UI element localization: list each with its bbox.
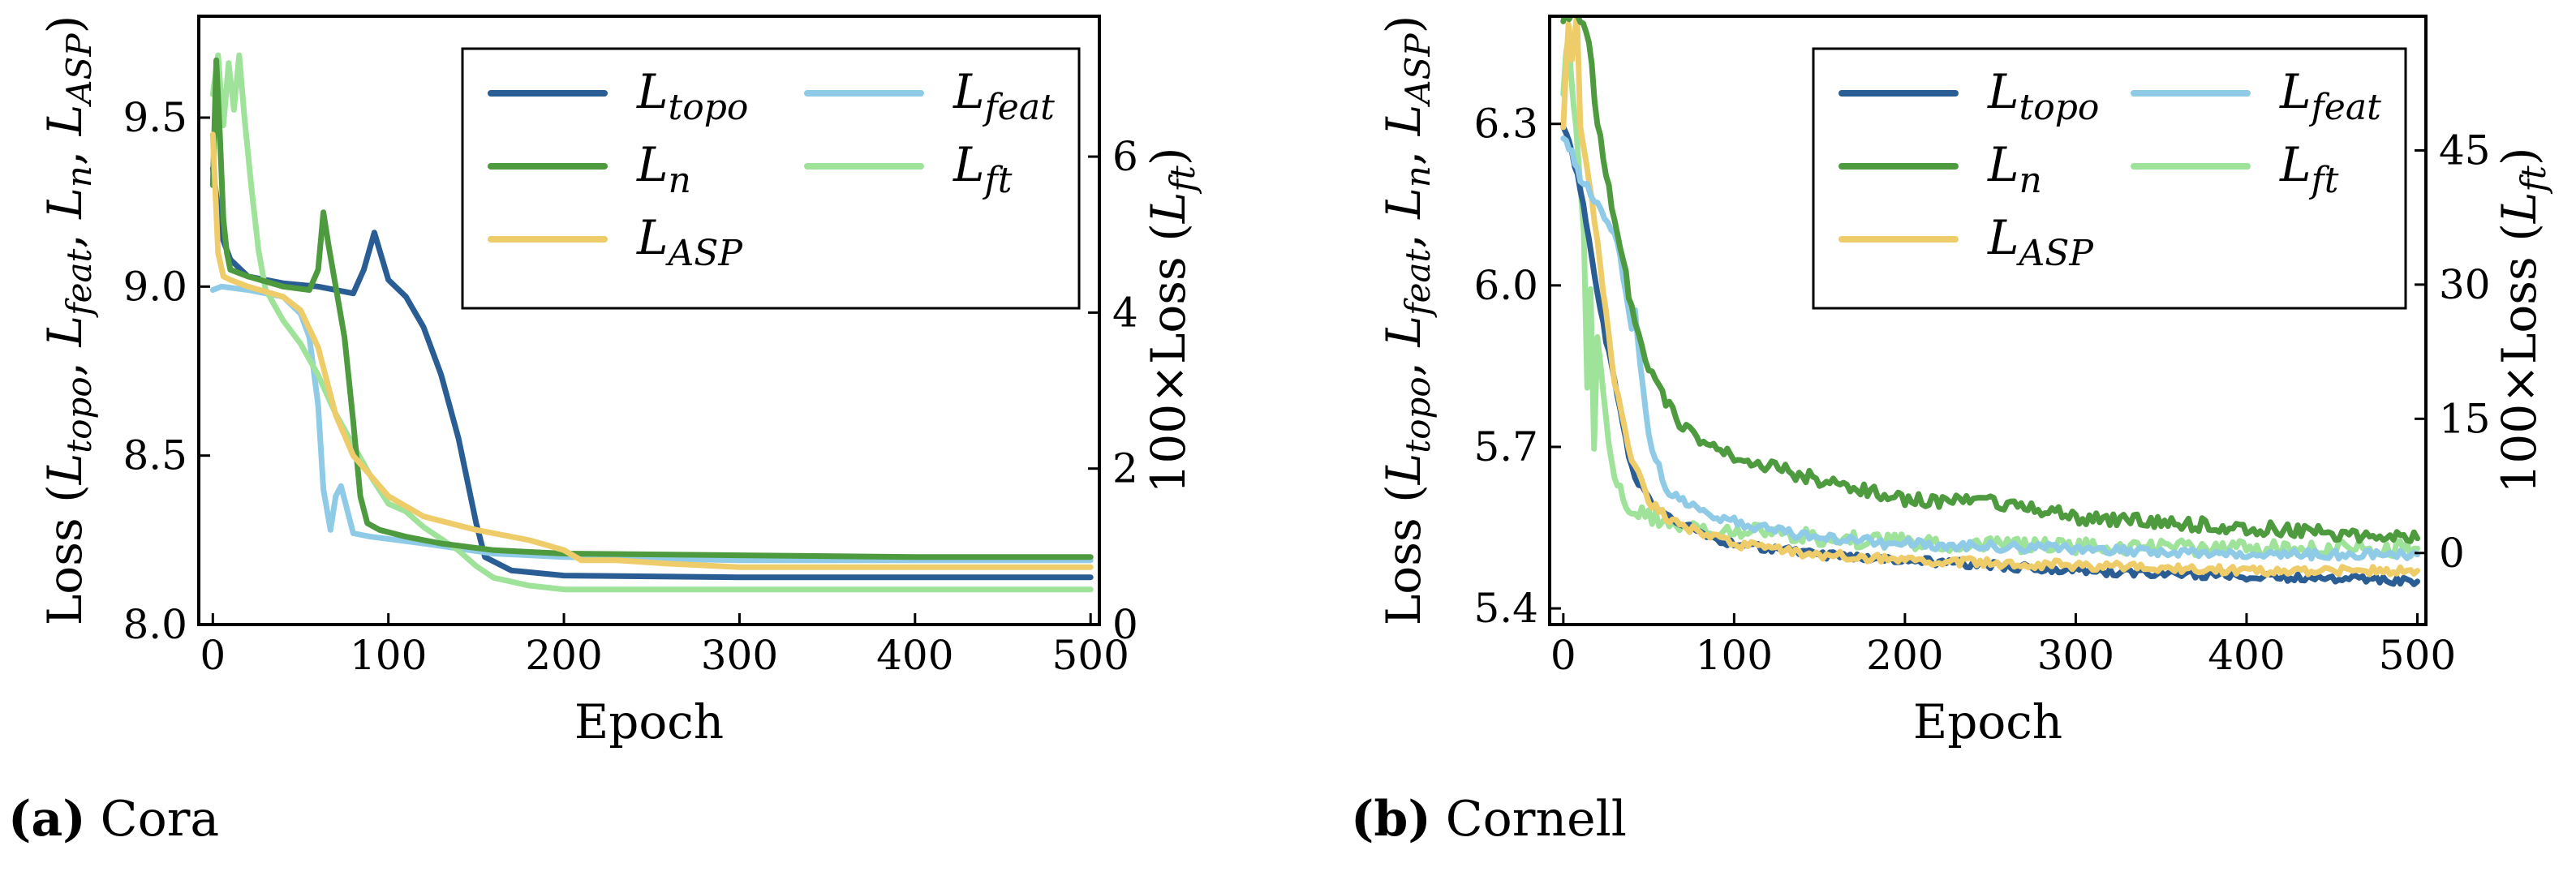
series-group-cora	[209, 52, 1094, 593]
series-line-n	[1560, 16, 2420, 544]
y2-tick-label: 45	[2439, 127, 2491, 174]
x-tick-label: 100	[1696, 632, 1773, 679]
x-tick-label: 200	[1866, 632, 1943, 679]
legend-label-feat: Lfeat	[953, 64, 1055, 128]
x-tick-label: 400	[2208, 632, 2285, 679]
series-line-asp	[1560, 16, 2420, 578]
y2-tick-label: 15	[2439, 395, 2491, 442]
legend-label-ft: Lft	[2279, 137, 2339, 201]
y-tick-label: 5.7	[1473, 423, 1538, 470]
x-tick-label: 200	[525, 632, 602, 679]
y2-tick-label: 30	[2439, 261, 2491, 308]
y2-tick-label: 2	[1112, 445, 1138, 492]
y2-tick-label: 6	[1112, 133, 1138, 180]
series-line-n	[209, 57, 1094, 560]
y-tick-label: 5.4	[1473, 585, 1538, 632]
legend-label-topo: Ltopo	[1987, 64, 2099, 128]
y-tick-label: 6.3	[1473, 101, 1538, 148]
x-tick-label: 500	[2379, 632, 2456, 679]
legend-label-n: Ln	[1987, 137, 2042, 201]
x-tick-label: 300	[701, 632, 778, 679]
subplot-cornell: 0 100 200 300 400 500 5.4 5.7 6.0 6.3 0 15 30 45 Epoc…	[1376, 15, 2553, 749]
y-tick-label: 8.0	[123, 601, 187, 648]
x-tick-label: 100	[350, 632, 427, 679]
y2-axis-label-cornell: 100×Loss (Lft)	[2492, 148, 2553, 494]
series-line-asp	[209, 131, 1094, 570]
legend-label-topo: Ltopo	[636, 64, 748, 128]
x-tick-label: 0	[1550, 632, 1576, 679]
legend-label-n: Ln	[636, 137, 691, 201]
y-tick-label: 8.5	[123, 432, 187, 479]
subplot-cora: 0 100 200 300 400 500 8.0 8.5 9.0 9.5 0 2 4 6 Epoch L…	[37, 15, 1202, 749]
legend-label-asp: LASP	[636, 210, 743, 274]
series-group-cornell	[1560, 16, 2420, 587]
y2-tick-label: 4	[1112, 289, 1138, 336]
caption-a-letter: (a)	[8, 791, 86, 848]
legend-label-asp: LASP	[1987, 210, 2094, 274]
x-axis-label-cora: Epoch	[574, 694, 724, 749]
y-tick-label: 6.0	[1473, 262, 1538, 309]
ticks-cornell: 0 100 200 300 400 500 5.4 5.7 6.0 6.3 0 15 30 45	[1473, 101, 2490, 679]
x-tick-label: 400	[876, 632, 953, 679]
x-tick-label: 500	[1051, 632, 1129, 679]
x-tick-label: 300	[2037, 632, 2114, 679]
legend-label-feat: Lfeat	[2279, 64, 2381, 128]
y-axis-label-cornell: Loss (Ltopo, Lfeat, Ln, LASP)	[1376, 15, 1438, 625]
caption-b-name: Cornell	[1446, 791, 1627, 848]
plot-frame-cora	[197, 15, 1101, 626]
plot-frame-cornell	[1548, 15, 2428, 626]
y-axis-label-cora: Loss (Ltopo, Lfeat, Ln, LASP)	[37, 15, 99, 625]
caption-b: (b) Cornell	[1351, 791, 1627, 848]
ticks-cora: 0 100 200 300 400 500 8.0 8.5 9.0 9.5 0 2 4 6	[123, 94, 1137, 679]
caption-a-name: Cora	[101, 791, 219, 848]
caption-a: (a) Cora	[8, 791, 219, 848]
legend-cora: Ltopo Lfeat Ln Lft LASP	[461, 47, 1081, 310]
y-tick-label: 9.0	[123, 263, 187, 310]
legend-cornell: Ltopo Lfeat Ln Lft LASP	[1812, 47, 2407, 310]
y2-axis-label-cora: 100×Loss (Lft)	[1141, 148, 1202, 494]
caption-b-letter: (b)	[1351, 791, 1431, 848]
legend-label-ft: Lft	[953, 137, 1013, 201]
x-axis-label-cornell: Epoch	[1913, 694, 2062, 749]
y-tick-label: 9.5	[123, 94, 187, 141]
y2-tick-label: 0	[1112, 601, 1138, 648]
series-line-feat	[1560, 135, 2420, 562]
y2-tick-label: 0	[2439, 530, 2465, 577]
x-tick-label: 0	[200, 632, 226, 679]
